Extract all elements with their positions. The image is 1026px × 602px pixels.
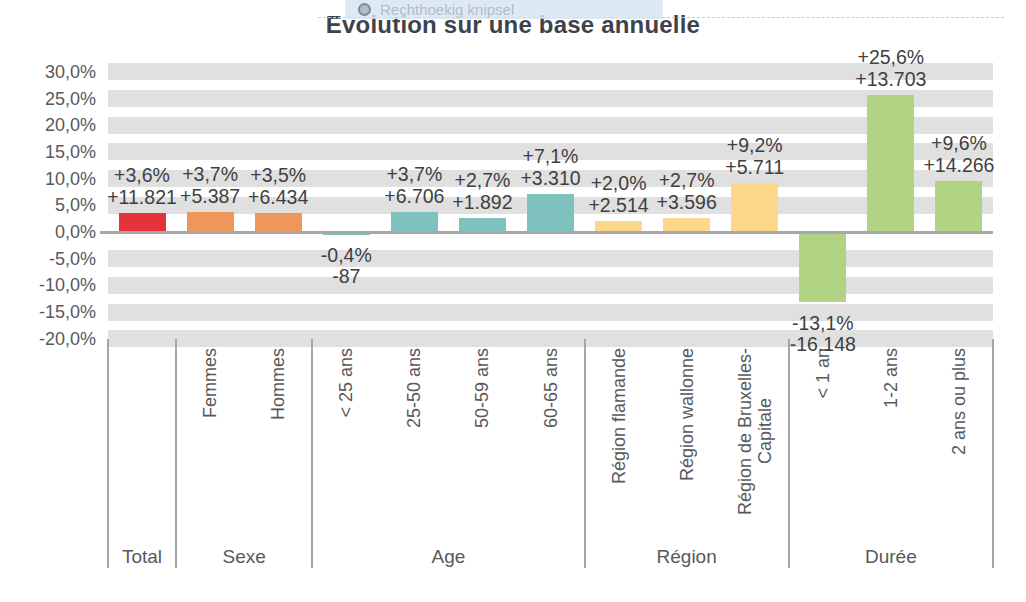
grid-stripe [108, 250, 993, 267]
bar-pct-label: +2,0% [591, 173, 647, 194]
y-tick-label: 15,0% [0, 141, 96, 163]
category-label-text: < 1 an [813, 348, 833, 399]
category-label-text: Femmes [200, 348, 220, 418]
category-label: < 1 an [813, 348, 833, 399]
category-label: Femmes [200, 348, 220, 418]
grid-stripe [108, 330, 993, 347]
y-tick-label: -10,0% [0, 274, 96, 296]
grid-stripe [108, 117, 993, 134]
category-label-text: < 25 ans [336, 348, 356, 418]
bar-value-label: +14.266 [923, 155, 994, 176]
category-label: 60-65 ans [541, 348, 561, 428]
bar-value-label: +11.821 [107, 187, 177, 208]
bar [867, 95, 914, 231]
category-label: 1-2 ans [881, 348, 901, 408]
bar-value-label: +1.892 [452, 192, 512, 213]
bar-value-label: +5.711 [725, 157, 784, 178]
bar-value-label: +13.703 [855, 69, 926, 90]
grid-stripe [108, 304, 993, 321]
y-tick-label: 30,0% [0, 61, 96, 83]
bar-pct-label: -13,1% [792, 313, 854, 334]
bar-pct-label: +3,5% [250, 165, 306, 186]
category-label-text: Région wallonne [677, 348, 697, 481]
group-label: Total [122, 546, 162, 568]
group-separator [175, 339, 177, 568]
bar-value-label: -87 [332, 266, 360, 287]
bar [731, 183, 778, 231]
group-label: Sexe [222, 546, 265, 568]
bar-value-label: +2.514 [588, 195, 648, 216]
y-tick-label: 20,0% [0, 114, 96, 136]
category-label: Région flamande [609, 348, 629, 484]
bar-value-label: +3.310 [520, 168, 580, 189]
bar [595, 221, 642, 231]
y-tick-label: 0,0% [0, 221, 96, 243]
bar [663, 218, 710, 231]
category-label: 25-50 ans [404, 348, 424, 428]
group-separator [788, 339, 790, 568]
grid-stripe [108, 277, 993, 294]
group-separator [311, 339, 313, 568]
bar [799, 234, 846, 302]
category-label-text: Région flamande [609, 348, 629, 484]
bar [935, 181, 982, 231]
category-label-text: 25-50 ans [404, 348, 424, 428]
category-label-text: 50-59 ans [472, 348, 492, 428]
chart: Rechthoekig knipsel Evolution sur une ba… [0, 0, 1026, 602]
bar [187, 212, 234, 231]
group-label: Durée [865, 546, 917, 568]
bar-pct-label: +2,7% [455, 170, 511, 191]
bar-pct-label: -0,4% [321, 245, 372, 266]
bar-pct-label: +9,2% [727, 135, 783, 156]
bar-pct-label: +3,7% [182, 164, 238, 185]
category-label-text: Région de Bruxelles- Capitale [735, 348, 775, 515]
group-label: Région [657, 546, 717, 568]
y-tick-label: 25,0% [0, 88, 96, 110]
group-separator [584, 339, 586, 568]
y-tick-label: 10,0% [0, 168, 96, 190]
category-label: Région wallonne [677, 348, 697, 481]
group-separator [107, 339, 109, 568]
bar [391, 212, 438, 231]
bar [323, 234, 370, 235]
category-label: < 25 ans [336, 348, 356, 418]
y-tick-label: -20,0% [0, 328, 96, 350]
snip-tool-label: Rechthoekig knipsel [380, 1, 514, 18]
group-label: Age [431, 546, 465, 568]
category-label-text: 1-2 ans [881, 348, 901, 408]
bar-value-label: +6.434 [248, 187, 308, 208]
snip-tool-overlay: Rechthoekig knipsel [345, 0, 663, 19]
bar [527, 194, 574, 231]
bar-value-label: -16.148 [790, 334, 856, 355]
bar [119, 213, 166, 231]
y-tick-label: 5,0% [0, 194, 96, 216]
bar-pct-label: +2,7% [659, 170, 715, 191]
bar-pct-label: +7,1% [523, 146, 579, 167]
category-label: 2 ans ou plus [949, 348, 969, 455]
bar-pct-label: +9,6% [931, 133, 987, 154]
category-label-text: 60-65 ans [541, 348, 561, 428]
category-label: 50-59 ans [472, 348, 492, 428]
bar-pct-label: +25,6% [858, 47, 925, 68]
bar-value-label: +5.387 [180, 186, 240, 207]
bar-pct-label: +3,7% [386, 164, 442, 185]
bar-value-label: +3.596 [657, 192, 717, 213]
bar-pct-label: +3,6% [114, 165, 170, 186]
category-label: Région de Bruxelles- Capitale [735, 348, 775, 515]
y-tick-label: -5,0% [0, 248, 96, 270]
bar [255, 213, 302, 231]
category-label-text: 2 ans ou plus [949, 348, 969, 455]
grid-stripe [108, 90, 993, 107]
snip-circle-icon [358, 3, 371, 16]
bar [459, 218, 506, 231]
category-label-text: Hommes [268, 348, 288, 420]
y-tick-label: -15,0% [0, 301, 96, 323]
group-separator [992, 339, 994, 568]
bar-value-label: +6.706 [384, 186, 444, 207]
category-label: Hommes [268, 348, 288, 420]
